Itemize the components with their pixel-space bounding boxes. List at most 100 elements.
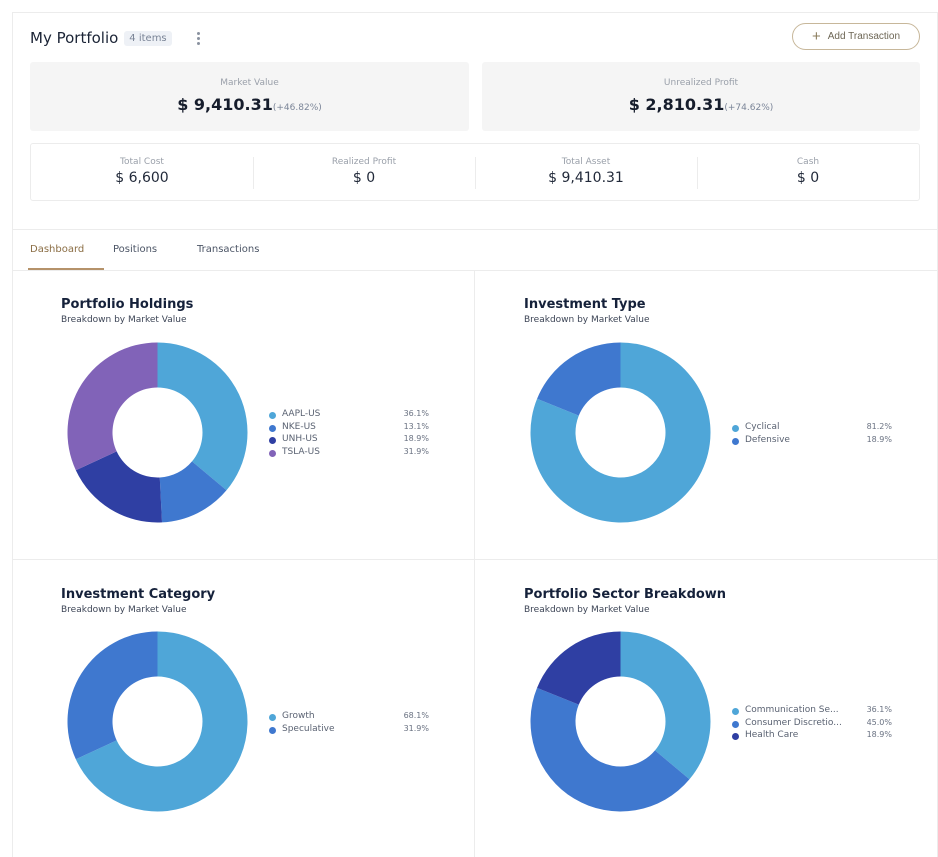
active-tab-indicator: [28, 268, 104, 270]
legend-label: Growth: [282, 711, 315, 721]
slice-aapl-us[interactable]: [157, 342, 248, 491]
tab-dashboard[interactable]: Dashboard: [30, 244, 85, 255]
legend-dot: [732, 437, 739, 445]
legend-label: Communication Se...: [745, 705, 839, 715]
add-transaction-button[interactable]: + Add Transaction: [792, 23, 920, 50]
legend-item-health-care[interactable]: Health Care 18.9%: [732, 730, 892, 743]
legend-label: Cyclical: [745, 422, 780, 432]
legend-dot: [269, 437, 276, 444]
legend-item-aapl-us[interactable]: AAPL-US 36.1%: [269, 409, 429, 422]
stat-label: Cash: [796, 157, 820, 167]
legend-dot: [269, 412, 276, 419]
stat-realized-profit: Realized Profit $ 0: [253, 144, 475, 200]
legend-label: Defensive: [745, 434, 790, 445]
legend-value: 18.9%: [403, 434, 429, 443]
legend-value: 36.1%: [403, 409, 429, 418]
legend-value: 68.1%: [403, 711, 429, 720]
legend-dot: [269, 449, 276, 457]
slice-growth[interactable]: [75, 631, 248, 812]
legend-item-nke-us[interactable]: NKE-US 13.1%: [269, 422, 429, 435]
legend-value: 31.9%: [403, 723, 429, 733]
unrealized-profit-label: Unrealized Profit: [663, 78, 739, 88]
legend-dot: [732, 708, 739, 715]
slice-health-care[interactable]: [537, 631, 621, 705]
market-value: $ 9,410.31(+46.82%): [30, 95, 469, 114]
unrealized-profit: $ 2,810.31(+74.62%): [482, 95, 920, 114]
legend-value: 18.9%: [866, 730, 892, 739]
legend-value: 36.1%: [866, 705, 892, 714]
legend-dot: [732, 720, 739, 728]
chart-title: Investment Category: [61, 587, 216, 602]
legend-item-speculative[interactable]: Speculative 31.9%: [269, 724, 429, 737]
slice-consumer-discretio[interactable]: [530, 687, 690, 812]
legend-dot: [269, 726, 276, 734]
grid-divider-vertical: [474, 270, 475, 857]
unrealized-profit-amount: $ 2,810.31: [628, 95, 725, 114]
market-value-change: (+46.82%): [272, 103, 322, 113]
portfolio-header: My Portfolio 4 items: [30, 26, 204, 50]
stat-label: Total Cost: [120, 157, 164, 167]
legend-dot: [269, 714, 276, 721]
chart-title: Investment Type: [524, 297, 646, 312]
investment-category-donut: [67, 631, 248, 812]
unrealized-profit-change: (+74.62%): [724, 103, 774, 113]
stat-value: $ 6,600: [115, 170, 169, 186]
stat-total-cost: Total Cost $ 6,600: [31, 144, 253, 200]
stat-value: $ 0: [796, 170, 820, 186]
chart-subtitle: Breakdown by Market Value: [61, 605, 187, 615]
slice-unh-us[interactable]: [75, 451, 163, 523]
legend-item-defensive[interactable]: Defensive 18.9%: [732, 435, 892, 448]
more-options-icon[interactable]: [194, 31, 204, 45]
slice-speculative[interactable]: [67, 631, 158, 760]
investment-category-legend: Growth 68.1% Speculative 31.9%: [269, 711, 429, 736]
chart-subtitle: Breakdown by Market Value: [61, 315, 187, 325]
legend-item-growth[interactable]: Growth 68.1%: [269, 711, 429, 724]
legend-dot: [269, 424, 276, 432]
stat-cash: Cash $ 0: [697, 144, 919, 200]
unrealized-profit-card: Unrealized Profit $ 2,810.31(+74.62%): [482, 62, 920, 131]
add-transaction-label: Add Transaction: [827, 31, 901, 42]
legend-label: Health Care: [745, 730, 799, 740]
stat-label: Total Asset: [561, 157, 611, 167]
market-value-label: Market Value: [220, 78, 279, 88]
legend-value: 13.1%: [403, 421, 429, 431]
page-title: My Portfolio: [30, 29, 119, 47]
legend-value: 81.2%: [866, 422, 892, 431]
slice-communication-se[interactable]: [620, 631, 711, 780]
tab-divider: [12, 270, 938, 271]
legend-label: Consumer Discretio...: [745, 717, 842, 728]
slice-cyclical[interactable]: [530, 342, 711, 523]
stat-label: Realized Profit: [331, 157, 397, 167]
chart-subtitle: Breakdown by Market Value: [524, 605, 650, 615]
legend-item-communication-se[interactable]: Communication Se... 36.1%: [732, 705, 892, 718]
legend-label: UNH-US: [282, 434, 318, 444]
legend-dot: [732, 425, 739, 432]
legend-item-tsla-us[interactable]: TSLA-US 31.9%: [269, 447, 429, 460]
slice-nke-us[interactable]: [159, 461, 227, 523]
slice-defensive[interactable]: [537, 342, 621, 416]
legend-label: NKE-US: [282, 421, 316, 432]
chart-subtitle: Breakdown by Market Value: [524, 315, 650, 325]
legend-value: 18.9%: [866, 434, 892, 444]
section-divider: [12, 229, 938, 230]
sector-breakdown-legend: Communication Se... 36.1% Consumer Discret…: [732, 705, 892, 743]
legend-value: 31.9%: [403, 446, 429, 456]
portfolio-holdings-legend: AAPL-US 36.1% NKE-US 13.1% UNH-US 18.9% TSLA-U…: [269, 409, 429, 459]
investment-type-legend: Cyclical 81.2% Defensive 18.9%: [732, 422, 892, 447]
portfolio-holdings-donut: [67, 342, 248, 523]
slice-tsla-us[interactable]: [67, 342, 158, 471]
tab-transactions[interactable]: Transactions: [197, 244, 260, 255]
stats-bar: Total Cost $ 6,600 Realized Profit $ 0 T…: [30, 143, 920, 201]
chart-title: Portfolio Holdings: [61, 297, 194, 312]
sector-breakdown-donut: [530, 631, 711, 812]
market-value-amount: $ 9,410.31: [177, 95, 273, 114]
legend-label: AAPL-US: [282, 409, 321, 419]
legend-item-unh-us[interactable]: UNH-US 18.9%: [269, 434, 429, 447]
stat-total-asset: Total Asset $ 9,410.31: [475, 144, 697, 200]
tab-positions[interactable]: Positions: [113, 244, 158, 255]
legend-item-cyclical[interactable]: Cyclical 81.2%: [732, 422, 892, 435]
tab-bar: Dashboard Positions Transactions: [12, 232, 938, 270]
market-value-card: Market Value $ 9,410.31(+46.82%): [30, 62, 469, 131]
legend-item-consumer-discretio[interactable]: Consumer Discretio... 45.0%: [732, 718, 892, 731]
legend-value: 45.0%: [866, 717, 892, 727]
